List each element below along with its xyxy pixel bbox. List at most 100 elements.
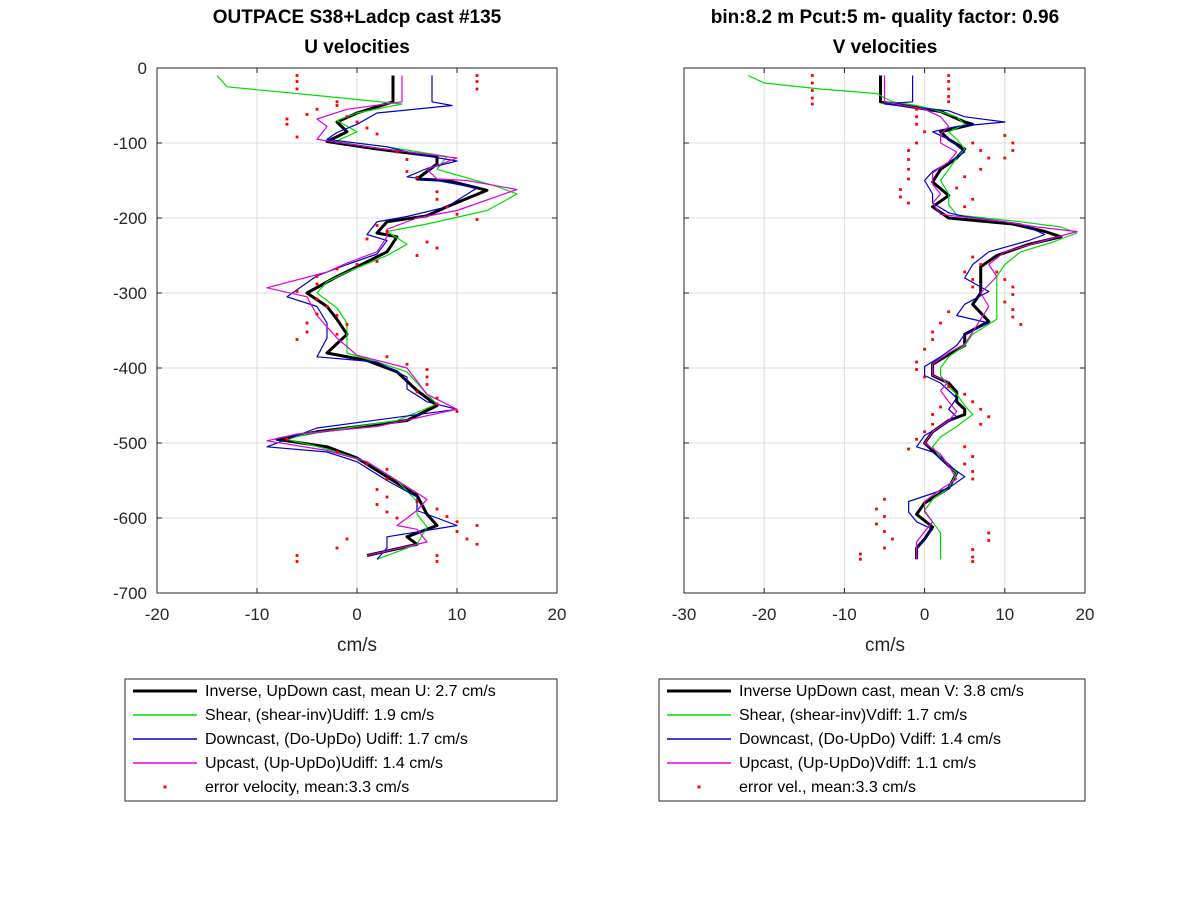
v-error-point	[915, 437, 918, 441]
u-error-point	[415, 390, 419, 394]
v-error-point	[963, 462, 967, 466]
u-error-point	[435, 396, 439, 400]
u-series-line-0	[275, 75, 489, 557]
v-error-point	[810, 102, 814, 106]
v-error-point	[995, 270, 999, 274]
u-error-point	[455, 530, 459, 533]
u-error-point	[385, 230, 389, 233]
u-error-point	[335, 546, 339, 550]
u-error-point	[455, 212, 459, 216]
v-error-point	[987, 156, 991, 160]
v-error-point	[915, 122, 918, 126]
v-error-point	[987, 415, 991, 419]
v-error-point	[979, 407, 983, 411]
v-error-point	[1019, 323, 1023, 326]
u-error-point	[295, 554, 299, 557]
u-error-point	[295, 290, 299, 293]
v-error-point	[947, 74, 951, 77]
v-error-point	[907, 201, 910, 205]
v-axes-box	[683, 67, 1086, 594]
u-legend-label: Inverse, UpDown cast, mean U: 2.7 cm/s	[205, 683, 496, 700]
u-error-point	[375, 132, 379, 136]
u-series-line-1	[216, 75, 518, 560]
v-series-line-3	[883, 75, 1078, 560]
u-xtick-label: -20	[145, 605, 170, 624]
u-error-point	[405, 362, 409, 366]
v-legend-label: Shear, (shear-inv)Vdiff: 1.7 cm/s	[739, 707, 967, 724]
u-legend-label: Shear, (shear-inv)Udiff: 1.9 cm/s	[205, 707, 434, 724]
v-error-point	[971, 555, 975, 559]
u-error-point	[445, 515, 449, 518]
v-legend-label: Downcast, (Do-UpDo) Vdiff: 1.4 cm/s	[739, 731, 1001, 748]
v-xlabel: cm/s	[865, 635, 905, 656]
v-legend-label: error vel., mean:3.3 cm/s	[739, 779, 916, 796]
u-error-point	[335, 267, 339, 271]
v-series-group	[747, 74, 1078, 563]
v-error-point	[939, 405, 943, 409]
u-error-point	[385, 510, 389, 514]
u-panel-subtitle: U velocities	[304, 37, 410, 58]
v-error-point	[1003, 278, 1007, 281]
u-error-point	[425, 375, 429, 379]
u-error-point	[375, 260, 379, 263]
v-error-point	[923, 130, 926, 134]
u-ytick-label: -100	[113, 134, 147, 153]
u-error-point	[395, 150, 399, 154]
v-error-point	[931, 330, 935, 334]
v-error-point	[923, 375, 926, 379]
v-error-point	[899, 195, 902, 199]
v-error-point	[883, 530, 886, 533]
v-error-point	[915, 368, 918, 371]
u-panel-title: OUTPACE S38+Ladcp cast #135	[213, 7, 502, 28]
v-error-point	[810, 74, 814, 77]
v-legend: Inverse UpDown cast, mean V: 3.8 cm/s She…	[658, 678, 1086, 802]
v-panel-subtitle: V velocities	[833, 37, 938, 58]
u-error-point	[435, 190, 439, 194]
u-error-point	[465, 537, 469, 541]
v-error-point	[947, 310, 951, 314]
v-error-point	[971, 255, 975, 259]
u-ytick-label: -500	[113, 434, 147, 453]
v-error-point	[883, 546, 886, 550]
u-legend-label: Upcast, (Up-UpDo)Udiff: 1.4 cm/s	[205, 755, 443, 772]
v-error-point	[971, 548, 975, 551]
u-error-point	[285, 437, 289, 441]
u-legend-marker	[163, 785, 167, 789]
u-error-point	[425, 383, 429, 386]
u-ytick-label: -200	[113, 209, 147, 228]
v-error-point	[915, 360, 918, 364]
v-error-point	[907, 167, 910, 171]
v-error-point	[1011, 293, 1015, 296]
v-error-point	[810, 81, 814, 85]
v-error-point	[1011, 285, 1015, 289]
u-error-point	[425, 240, 429, 244]
u-error-point	[295, 74, 299, 77]
v-error-point	[971, 470, 975, 473]
u-error-point	[475, 74, 479, 77]
u-error-point	[315, 297, 319, 301]
v-error-point	[907, 447, 910, 451]
v-error-point	[923, 347, 926, 351]
v-error-point	[859, 557, 862, 561]
u-error-point	[355, 263, 359, 266]
v-xtick-label: 0	[920, 605, 929, 624]
u-legend-label: error velocity, mean:3.3 cm/s	[205, 779, 409, 796]
v-error-point	[971, 197, 975, 201]
u-ytick-label: -300	[113, 284, 147, 303]
v-error-point	[963, 445, 967, 449]
v-error-point	[947, 100, 951, 104]
v-error-point	[971, 278, 975, 281]
u-error-point	[295, 80, 299, 83]
u-error-point	[305, 113, 309, 116]
u-error-point	[385, 355, 389, 359]
v-error-point	[955, 186, 959, 190]
v-error-point	[931, 413, 935, 416]
u-error-point	[365, 126, 369, 130]
u-error-point	[385, 467, 389, 471]
u-error-point	[475, 80, 479, 83]
u-error-point	[475, 524, 479, 527]
v-error-point	[883, 515, 886, 518]
u-error-point	[435, 197, 439, 201]
v-error-point	[875, 507, 878, 511]
u-gridlines	[157, 68, 557, 593]
